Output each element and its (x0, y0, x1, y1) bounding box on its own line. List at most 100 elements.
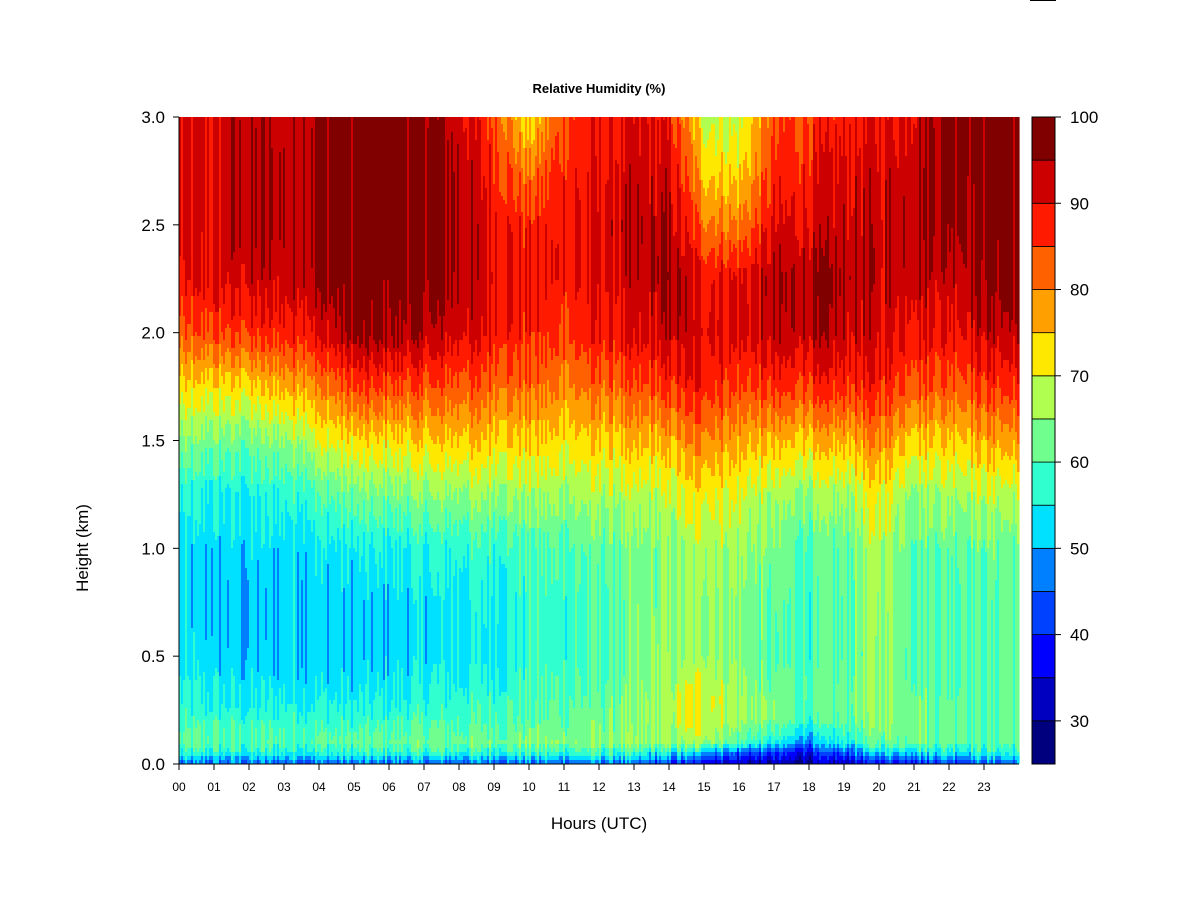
heatmap-cell (211, 756, 214, 760)
heatmap-cell (255, 532, 258, 688)
heatmap-cell (817, 744, 820, 748)
heatmap-cell (485, 440, 488, 468)
heatmap-cell (715, 488, 718, 540)
heatmap-cell (611, 496, 614, 544)
heatmap-cell (387, 468, 390, 496)
heatmap-cell (397, 660, 400, 716)
heatmap-cell (447, 412, 450, 440)
heatmap-cell (751, 752, 754, 756)
heatmap-cell (345, 428, 348, 452)
heatmap-cell (555, 580, 558, 676)
heatmap-cell (721, 744, 724, 748)
heatmap-cell (381, 416, 384, 436)
heatmap-cell (513, 148, 516, 200)
heatmap-cell (255, 368, 258, 388)
heatmap-cell (407, 676, 410, 720)
heatmap-cell (803, 744, 806, 748)
heatmap-cell (683, 192, 686, 256)
heatmap-cell (565, 736, 568, 744)
heatmap-cell (645, 532, 648, 692)
heatmap-cell (675, 440, 678, 476)
heatmap-cell (453, 408, 456, 436)
heatmap-cell (655, 752, 658, 756)
heatmap-cell (713, 440, 716, 476)
heatmap-cell (591, 760, 594, 764)
heatmap-cell (613, 760, 616, 764)
heatmap-cell (719, 364, 722, 408)
heatmap-cell (789, 756, 792, 764)
heatmap-cell (695, 392, 698, 424)
heatmap-cell (195, 728, 198, 748)
heatmap-cell (359, 117, 362, 348)
heatmap-cell (639, 744, 642, 752)
heatmap-cell (637, 604, 640, 748)
heatmap-cell (579, 752, 582, 756)
heatmap-cell (515, 752, 518, 756)
heatmap-cell (567, 117, 570, 160)
heatmap-cell (467, 392, 470, 424)
heatmap-cell (353, 412, 356, 436)
heatmap-cell (387, 584, 390, 676)
heatmap-cell (217, 752, 220, 756)
heatmap-cell (725, 532, 728, 740)
heatmap-cell (239, 344, 242, 368)
heatmap-cell (267, 744, 270, 756)
heatmap-cell (735, 392, 738, 424)
heatmap-cell (781, 748, 784, 752)
heatmap-cell (657, 356, 660, 392)
heatmap-cell (809, 476, 812, 512)
heatmap-cell (529, 117, 532, 148)
heatmap-cell (619, 492, 622, 540)
heatmap-cell (711, 760, 714, 764)
heatmap-cell (537, 756, 540, 760)
heatmap-cell (479, 352, 482, 388)
heatmap-cell (577, 760, 580, 764)
heatmap-cell (641, 117, 644, 216)
heatmap-cell (657, 120, 660, 256)
heatmap-cell (523, 752, 526, 756)
heatmap-cell (701, 504, 704, 596)
heatmap-cell (847, 312, 850, 376)
heatmap-cell (801, 428, 804, 456)
heatmap-cell (321, 672, 324, 720)
heatmap-cell (457, 388, 460, 420)
heatmap-cell (673, 336, 676, 376)
heatmap-cell (427, 512, 430, 544)
heatmap-cell (597, 748, 600, 756)
heatmap-cell (673, 712, 676, 744)
heatmap-cell (519, 456, 522, 488)
heatmap-cell (797, 760, 800, 764)
heatmap-cell (687, 524, 690, 684)
heatmap-cell (383, 584, 386, 680)
heatmap-cell (711, 117, 714, 124)
heatmap-cell (741, 128, 744, 180)
heatmap-cell (383, 680, 386, 720)
heatmap-cell (279, 352, 282, 376)
heatmap-cell (841, 156, 844, 360)
heatmap-cell (209, 448, 212, 480)
heatmap-cell (387, 720, 390, 748)
heatmap-cell (665, 340, 668, 380)
heatmap-cell (815, 520, 818, 724)
heatmap-cell (621, 388, 624, 424)
heatmap-cell (731, 117, 734, 136)
heatmap-cell (285, 500, 288, 712)
heatmap-cell (201, 752, 204, 756)
heatmap-cell (683, 488, 686, 540)
heatmap-cell (341, 760, 344, 764)
heatmap-cell (583, 748, 586, 756)
heatmap-cell (199, 760, 202, 764)
heatmap-cell (387, 420, 390, 440)
heatmap-cell (465, 460, 468, 488)
heatmap-cell (407, 416, 410, 440)
heatmap-cell (295, 352, 298, 376)
heatmap-cell (745, 236, 748, 268)
heatmap-cell (389, 504, 392, 536)
heatmap-cell (603, 448, 606, 484)
heatmap-cell (221, 752, 224, 760)
heatmap-cell (335, 480, 338, 512)
heatmap-cell (849, 744, 852, 748)
heatmap-cell (425, 756, 428, 760)
heatmap-cell (447, 140, 450, 300)
heatmap-cell (493, 117, 496, 184)
